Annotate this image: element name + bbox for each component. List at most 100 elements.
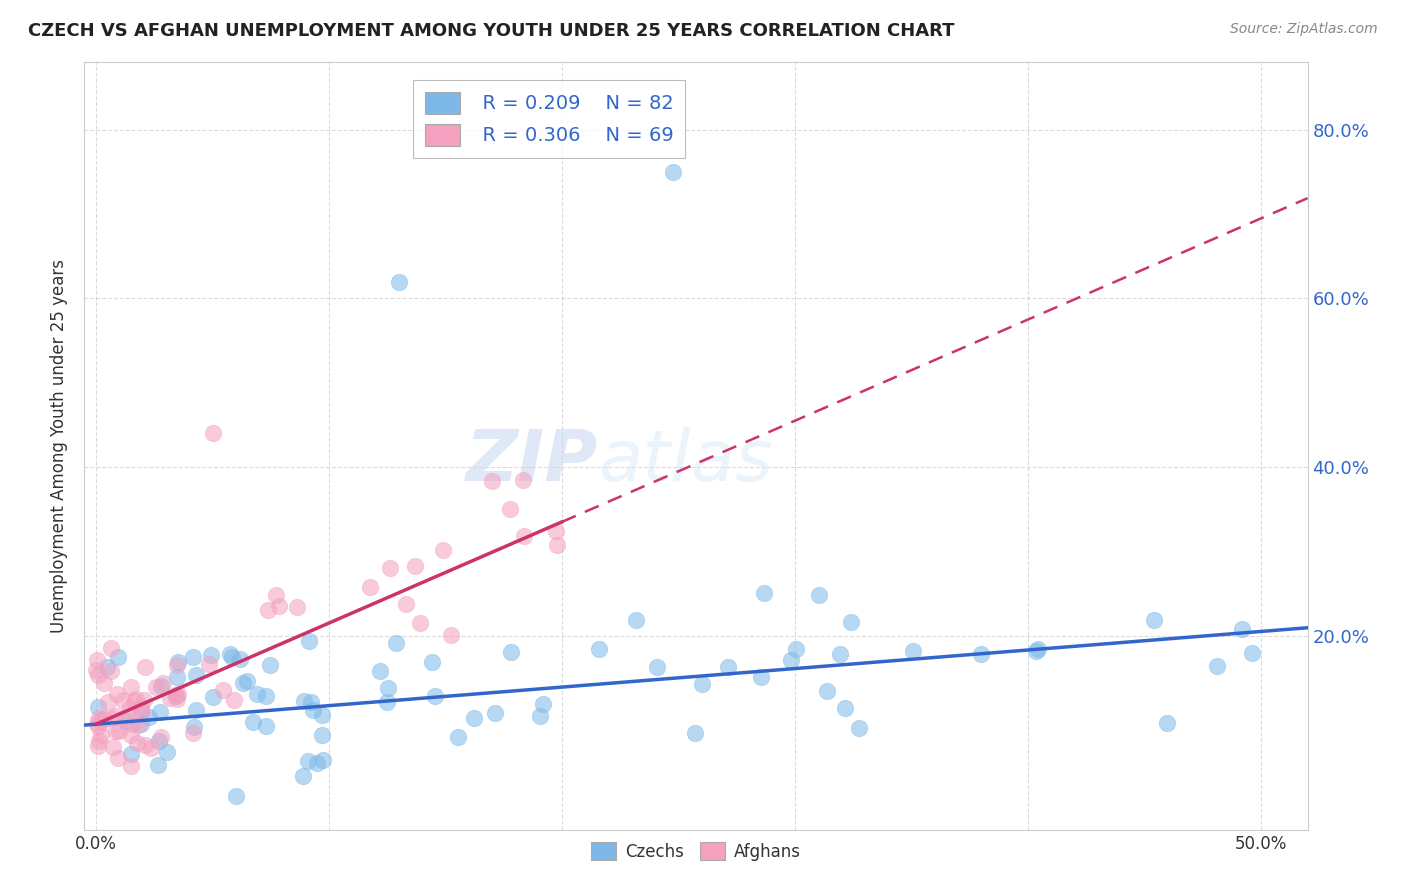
Point (156, 745, 179, 759)
Point (87, 739, 110, 753)
Point (184, 703, 207, 717)
Point (307, 756, 329, 770)
Point (259, 658, 281, 673)
Point (311, 708, 333, 723)
Point (86, 668, 108, 682)
Point (202, 690, 225, 705)
Point (232, 676, 254, 690)
Point (828, 647, 851, 661)
Point (165, 690, 187, 704)
Point (683, 726, 706, 740)
Point (440, 628, 463, 642)
Point (104, 709, 127, 723)
Point (120, 680, 142, 694)
Point (86, 715, 108, 730)
Point (690, 677, 713, 691)
Point (134, 693, 156, 707)
Point (269, 599, 291, 614)
Point (166, 691, 188, 706)
Point (90, 728, 112, 742)
Point (86, 653, 108, 667)
Point (388, 275, 411, 289)
Point (93, 676, 115, 690)
Point (1143, 613, 1166, 627)
Point (311, 728, 333, 742)
Point (166, 658, 188, 673)
Point (970, 647, 993, 661)
Point (93, 712, 115, 726)
Point (780, 653, 803, 667)
Point (87, 700, 110, 714)
Point (546, 537, 568, 551)
Point (200, 648, 222, 663)
Point (101, 739, 124, 754)
Point (423, 689, 446, 703)
Point (377, 681, 399, 695)
Point (242, 714, 264, 729)
Point (297, 754, 319, 768)
Point (108, 723, 131, 738)
Point (201, 426, 224, 441)
Text: 0.0%: 0.0% (75, 835, 117, 853)
Point (432, 542, 454, 557)
Point (150, 730, 173, 744)
Point (298, 633, 321, 648)
Point (181, 650, 204, 665)
Point (254, 689, 277, 703)
Point (125, 691, 148, 706)
Point (145, 680, 167, 694)
Point (380, 560, 402, 574)
Point (149, 706, 172, 720)
Point (749, 670, 772, 684)
Point (129, 717, 152, 731)
Point (404, 559, 426, 574)
Point (148, 734, 170, 748)
Text: CZECH VS AFGHAN UNEMPLOYMENT AMONG YOUTH UNDER 25 YEARS CORRELATION CHART: CZECH VS AFGHAN UNEMPLOYMENT AMONG YOUTH… (28, 22, 955, 40)
Point (588, 642, 610, 657)
Point (120, 728, 142, 742)
Point (1025, 644, 1047, 658)
Point (159, 691, 181, 706)
Point (139, 740, 162, 755)
Point (129, 703, 152, 717)
Point (105, 687, 128, 701)
Point (114, 714, 136, 729)
Point (292, 694, 315, 708)
Point (384, 636, 406, 650)
Point (87, 719, 110, 733)
Point (807, 588, 830, 602)
Point (839, 615, 862, 629)
Point (463, 711, 485, 725)
Point (186, 667, 208, 681)
Point (87, 711, 110, 725)
Point (1205, 658, 1227, 673)
Point (299, 695, 322, 709)
Point (901, 644, 924, 658)
Point (368, 664, 391, 678)
Point (134, 739, 156, 753)
Point (544, 524, 567, 539)
Point (118, 701, 141, 715)
Point (834, 701, 856, 715)
Point (484, 706, 506, 721)
Point (359, 580, 381, 594)
Point (1156, 715, 1178, 730)
Legend: Czechs, Afghans: Czechs, Afghans (585, 835, 807, 867)
Point (91, 713, 114, 727)
Point (409, 616, 432, 631)
Point (264, 588, 287, 602)
Point (647, 660, 669, 674)
Point (221, 649, 243, 664)
Point (395, 597, 418, 611)
Point (1241, 646, 1264, 660)
Point (229, 651, 252, 665)
Point (146, 758, 169, 772)
Point (129, 699, 152, 714)
Point (96, 659, 118, 673)
Point (501, 645, 523, 659)
Point (752, 586, 775, 600)
Point (302, 703, 325, 717)
Point (131, 705, 153, 719)
Point (100, 665, 122, 679)
Point (115, 710, 138, 724)
